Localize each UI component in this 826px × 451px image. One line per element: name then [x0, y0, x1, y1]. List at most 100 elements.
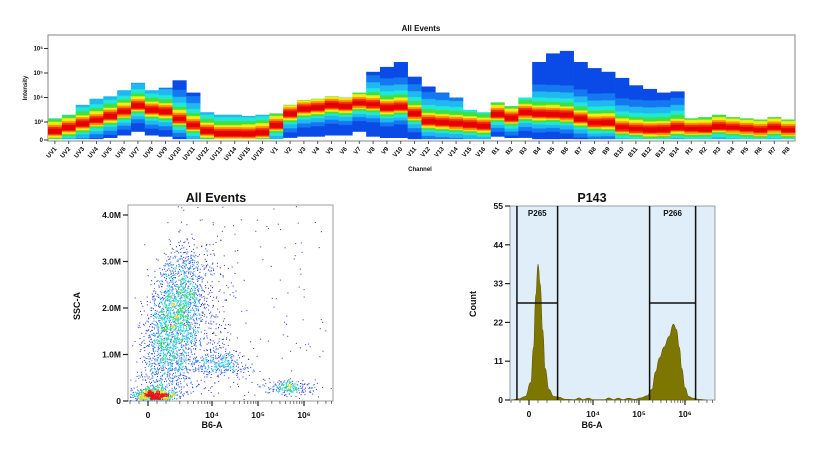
channel-column — [393, 62, 408, 138]
event-point — [181, 338, 183, 340]
event-point — [164, 343, 165, 345]
event-point — [143, 392, 145, 394]
event-point — [208, 309, 210, 311]
event-point — [130, 388, 132, 390]
event-point — [191, 263, 193, 265]
event-point — [203, 296, 205, 298]
event-point — [295, 206, 297, 208]
event-point — [182, 324, 184, 326]
event-point — [201, 296, 203, 298]
event-point — [153, 393, 154, 395]
histogram-area — [510, 263, 707, 401]
event-point — [248, 391, 249, 393]
event-point — [140, 301, 142, 303]
event-point — [155, 316, 157, 318]
event-point — [162, 346, 164, 347]
event-point — [178, 377, 180, 379]
event-point — [250, 341, 252, 343]
event-point — [183, 374, 185, 376]
event-point — [183, 300, 185, 302]
event-point — [220, 358, 222, 360]
event-point — [179, 295, 181, 297]
event-point — [232, 292, 234, 294]
event-point — [136, 386, 138, 388]
y-tick-label: 0 — [498, 395, 503, 405]
event-point — [238, 378, 240, 380]
event-point — [225, 350, 227, 352]
gate-p265[interactable]: P265 — [516, 206, 559, 400]
channel-label: UV2 — [59, 145, 73, 159]
event-point — [179, 248, 181, 250]
event-point — [184, 265, 186, 267]
event-point — [146, 296, 148, 298]
event-point — [164, 362, 166, 364]
event-point — [165, 392, 167, 394]
event-point — [182, 326, 184, 328]
event-point — [172, 348, 174, 350]
event-point — [157, 351, 159, 353]
gate-p266[interactable]: P266 — [648, 206, 697, 400]
event-point — [166, 345, 168, 347]
event-point — [194, 310, 196, 312]
event-point — [167, 396, 169, 398]
event-point — [272, 388, 274, 390]
event-point — [178, 355, 180, 357]
event-point — [191, 335, 193, 336]
event-point — [147, 388, 149, 390]
event-point — [239, 352, 241, 354]
event-point — [188, 242, 189, 244]
event-point — [300, 394, 302, 396]
event-point — [223, 372, 225, 374]
event-point — [227, 365, 229, 367]
event-point — [278, 384, 280, 386]
event-point — [149, 390, 151, 392]
event-point — [163, 389, 165, 391]
event-point — [169, 327, 171, 329]
event-point — [172, 291, 174, 293]
event-point — [155, 396, 157, 398]
event-point — [175, 366, 177, 368]
event-point — [204, 376, 206, 378]
event-point — [237, 250, 239, 252]
event-point — [169, 269, 171, 271]
event-point — [163, 353, 165, 354]
event-point — [181, 391, 183, 393]
event-point — [160, 399, 162, 401]
event-point — [200, 370, 202, 372]
event-point — [183, 328, 185, 330]
event-point — [159, 360, 161, 362]
event-point — [214, 351, 216, 353]
event-point — [284, 390, 285, 392]
event-point — [222, 346, 224, 348]
event-point — [161, 330, 163, 332]
event-point — [192, 261, 193, 263]
event-point — [166, 338, 168, 340]
event-point — [168, 284, 170, 286]
y-tick-label: 33 — [494, 279, 504, 289]
event-point — [240, 219, 242, 221]
event-point — [148, 390, 150, 392]
event-point — [160, 358, 162, 359]
event-point — [224, 366, 226, 368]
event-point — [235, 297, 237, 299]
event-point — [211, 270, 212, 272]
event-point — [210, 317, 212, 319]
event-point — [160, 344, 162, 346]
event-point — [184, 367, 186, 369]
event-point — [180, 281, 182, 283]
event-point — [179, 358, 181, 360]
event-point — [152, 296, 154, 297]
event-point — [199, 340, 201, 342]
event-point — [193, 369, 195, 371]
event-point — [184, 288, 186, 290]
channel-label: UV7 — [128, 145, 142, 159]
event-point — [161, 387, 163, 389]
event-point — [212, 222, 214, 224]
scatter-plot: All Events 01.0M2.0M3.0M4.0M0 10⁴ 10⁵ 10⁶ S… — [72, 191, 334, 430]
event-point — [175, 394, 177, 396]
event-point — [200, 319, 202, 321]
event-point — [153, 398, 154, 400]
x-tick-label: 10⁴ — [586, 409, 600, 419]
event-point — [235, 290, 237, 292]
event-point — [176, 300, 178, 302]
